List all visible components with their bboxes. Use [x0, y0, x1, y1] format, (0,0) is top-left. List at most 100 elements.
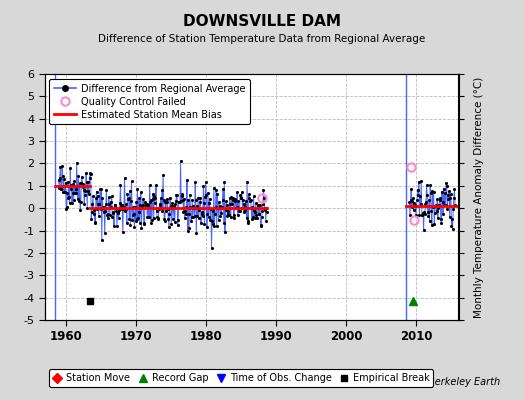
- Point: [146, 199, 155, 206]
- Point: [91, 218, 99, 225]
- Point: [232, 205, 240, 212]
- Point: [184, 196, 192, 203]
- Point: [141, 201, 150, 208]
- Point: [75, 198, 83, 204]
- Point: [246, 197, 255, 204]
- Point: [72, 160, 81, 166]
- Point: [64, 179, 73, 185]
- Point: [158, 208, 167, 215]
- Point: [451, 202, 459, 208]
- Point: [424, 213, 432, 219]
- Point: [123, 219, 131, 226]
- Point: [102, 187, 111, 193]
- Point: [167, 220, 176, 227]
- Point: [174, 216, 182, 223]
- Point: [157, 195, 165, 201]
- Point: [231, 198, 239, 204]
- Point: [427, 190, 435, 196]
- Point: [214, 205, 222, 211]
- Point: [230, 215, 238, 222]
- Point: [77, 180, 85, 186]
- Point: [124, 195, 133, 202]
- Point: [142, 202, 150, 208]
- Point: [444, 196, 453, 202]
- Point: [205, 196, 214, 202]
- Point: [137, 225, 146, 231]
- Point: [431, 203, 440, 209]
- Point: [414, 192, 422, 198]
- Point: [157, 205, 166, 211]
- Point: [112, 208, 121, 214]
- Point: [67, 182, 75, 188]
- Point: [132, 218, 140, 224]
- Point: [245, 195, 254, 202]
- Point: [107, 204, 115, 210]
- Point: [410, 203, 419, 209]
- Point: [96, 186, 104, 192]
- Point: [172, 192, 181, 198]
- Point: [446, 195, 454, 202]
- Point: [108, 209, 117, 216]
- Point: [195, 199, 204, 205]
- Point: [255, 211, 264, 217]
- Point: [436, 195, 444, 201]
- Point: [60, 188, 69, 195]
- Point: [136, 220, 144, 226]
- Point: [206, 216, 214, 223]
- Point: [244, 217, 252, 224]
- Point: [450, 186, 458, 192]
- Legend: Station Move, Record Gap, Time of Obs. Change, Empirical Break: Station Move, Record Gap, Time of Obs. C…: [49, 369, 433, 387]
- Point: [247, 216, 256, 222]
- Point: [204, 214, 213, 220]
- Point: [230, 212, 238, 218]
- Point: [155, 201, 163, 207]
- Point: [181, 208, 190, 214]
- Point: [223, 202, 231, 208]
- Point: [115, 215, 123, 221]
- Point: [247, 205, 255, 212]
- Point: [260, 207, 269, 213]
- Point: [70, 178, 79, 184]
- Point: [439, 199, 447, 206]
- Point: [202, 192, 211, 199]
- Point: [200, 220, 209, 227]
- Point: [263, 208, 271, 215]
- Point: [79, 184, 88, 190]
- Point: [145, 214, 153, 220]
- Point: [148, 195, 157, 202]
- Point: [236, 195, 245, 201]
- Point: [187, 218, 195, 225]
- Point: [240, 201, 248, 207]
- Point: [98, 195, 106, 201]
- Point: [105, 194, 113, 200]
- Point: [182, 211, 190, 217]
- Point: [425, 218, 434, 224]
- Point: [257, 222, 265, 229]
- Point: [200, 200, 208, 206]
- Point: [239, 209, 248, 215]
- Point: [450, 195, 458, 201]
- Point: [111, 202, 119, 208]
- Point: [426, 182, 434, 189]
- Point: [93, 206, 101, 212]
- Point: [256, 223, 265, 229]
- Point: [56, 175, 64, 181]
- Text: Difference of Station Temperature Data from Regional Average: Difference of Station Temperature Data f…: [99, 34, 425, 44]
- Point: [228, 195, 237, 201]
- Point: [59, 173, 67, 180]
- Point: [180, 214, 189, 221]
- Point: [135, 195, 144, 201]
- Point: [211, 210, 219, 217]
- Point: [441, 202, 450, 208]
- Point: [194, 194, 202, 201]
- Point: [86, 170, 94, 176]
- Point: [428, 222, 436, 228]
- Point: [90, 211, 98, 217]
- Point: [133, 216, 141, 223]
- Point: [192, 197, 200, 204]
- Point: [209, 220, 217, 227]
- Point: [411, 202, 420, 208]
- Point: [96, 206, 105, 212]
- Point: [54, 176, 63, 183]
- Point: [149, 191, 157, 197]
